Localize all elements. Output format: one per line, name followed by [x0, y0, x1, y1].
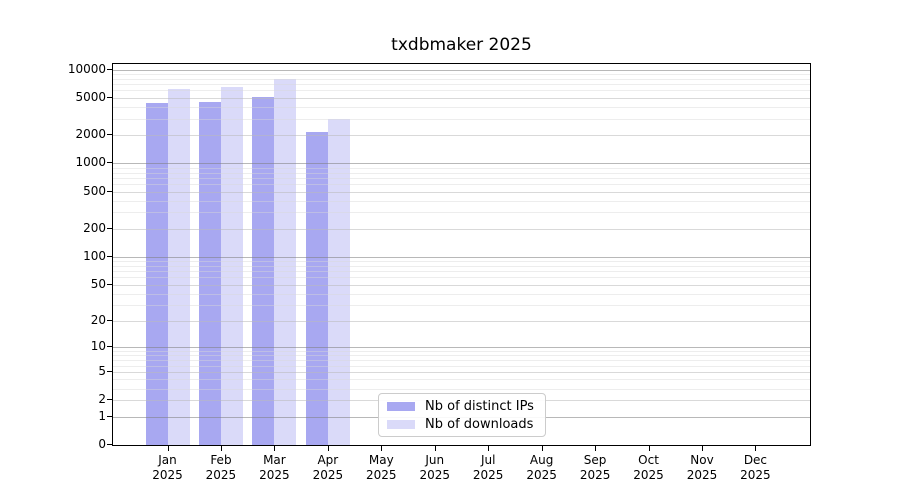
plot-area — [112, 63, 811, 446]
bar-downloads — [274, 79, 297, 445]
x-tick-label: May 2025 — [366, 453, 397, 482]
y-tick-mark — [107, 399, 112, 400]
x-tick-label: Jun 2025 — [419, 453, 451, 482]
y-tick-label: 500 — [83, 183, 106, 198]
x-tick-mark — [327, 446, 329, 451]
y-tick-label: 2000 — [75, 127, 106, 142]
legend-label: Nb of downloads — [425, 416, 534, 432]
x-tick-label: Dec 2025 — [740, 453, 771, 482]
y-tick-mark — [107, 284, 112, 285]
x-tick-label: Jul 2025 — [472, 453, 504, 482]
x-tick-mark — [167, 446, 169, 451]
x-tick-label: Jan 2025 — [152, 453, 183, 482]
y-tick-label: 1000 — [75, 155, 106, 170]
legend-swatch-distinct-ips — [387, 401, 415, 411]
legend-label: Nb of distinct IPs — [425, 398, 534, 414]
x-tick-mark — [434, 446, 436, 451]
x-tick-mark — [381, 446, 383, 451]
bar-distinct-ips — [198, 102, 221, 445]
y-tick-mark — [107, 371, 112, 372]
x-tick-label: Oct 2025 — [633, 453, 664, 482]
y-tick-label: 100 — [83, 248, 106, 263]
y-tick-mark — [107, 191, 112, 192]
x-tick-mark — [702, 446, 703, 451]
y-tick-mark — [107, 256, 112, 257]
x-tick-mark — [755, 446, 757, 451]
legend: Nb of distinct IPs Nb of downloads — [378, 393, 546, 437]
x-tick-label: Sep 2025 — [579, 453, 611, 482]
y-tick-mark — [107, 69, 112, 70]
x-tick-label: Feb 2025 — [205, 453, 237, 482]
y-tick-label: 200 — [83, 220, 106, 235]
x-tick-mark — [274, 446, 276, 451]
y-tick-mark — [107, 134, 112, 135]
y-tick-label: 20 — [90, 312, 106, 327]
x-tick-label: Aug 2025 — [526, 453, 557, 482]
y-tick-mark — [107, 162, 112, 163]
y-tick-label: 0 — [98, 437, 106, 451]
x-tick-mark — [220, 446, 222, 451]
x-tick-mark — [488, 446, 490, 451]
x-tick-mark — [648, 446, 650, 451]
chart-title: txdbmaker 2025 — [391, 35, 532, 55]
y-tick-mark — [107, 228, 112, 229]
y-tick-label: 5 — [98, 363, 106, 378]
y-tick-label: 2 — [98, 392, 106, 407]
x-tick-label: Mar 2025 — [259, 453, 290, 482]
y-tick-mark — [107, 346, 112, 347]
x-tick-mark — [541, 446, 543, 451]
y-tick-label: 5000 — [75, 89, 106, 104]
y-tick-mark — [107, 320, 112, 321]
y-tick-mark — [107, 416, 112, 417]
x-tick-label: Apr 2025 — [312, 453, 344, 482]
bar-downloads — [220, 86, 243, 445]
y-tick-mark — [107, 97, 112, 98]
legend-swatch-downloads — [387, 419, 415, 429]
bar-downloads — [167, 88, 190, 445]
bar-distinct-ips — [252, 96, 275, 445]
x-tick-label: Nov 2025 — [686, 453, 718, 482]
y-tick-label: 10000 — [67, 61, 106, 76]
bar-distinct-ips — [145, 102, 168, 445]
legend-item-distinct-ips: Nb of distinct IPs — [387, 397, 537, 415]
y-tick-label: 1 — [98, 408, 106, 423]
bar-downloads — [327, 118, 350, 445]
bar-distinct-ips — [305, 131, 328, 445]
legend-item-downloads: Nb of downloads — [387, 415, 537, 433]
y-tick-mark — [107, 444, 112, 445]
y-tick-label: 50 — [90, 276, 106, 291]
y-tick-label: 10 — [90, 339, 106, 354]
bars-layer — [113, 64, 810, 445]
x-tick-mark — [595, 446, 597, 451]
